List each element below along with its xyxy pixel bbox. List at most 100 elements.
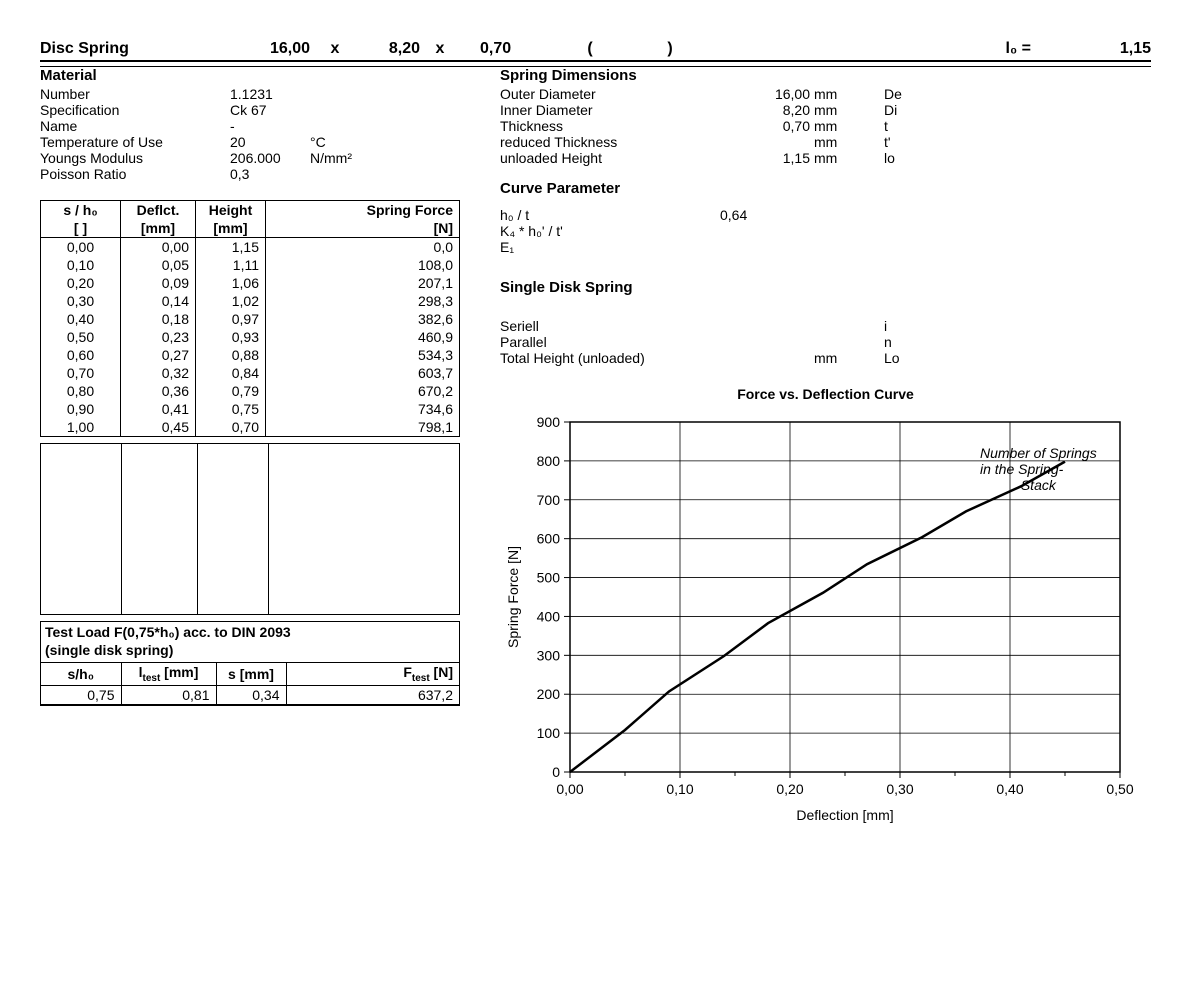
- table-cell: 0,97: [196, 310, 266, 328]
- note1: Number of Springs: [980, 445, 1097, 461]
- table-cell: 0,75: [196, 400, 266, 418]
- tu-sh0: [ ]: [41, 219, 121, 238]
- header-l0-value: 1,15: [1031, 40, 1151, 58]
- header-dim3: 0,70: [460, 40, 540, 58]
- table-cell: 0,30: [41, 292, 121, 310]
- svg-text:0,40: 0,40: [996, 781, 1023, 797]
- par-k: Parallel: [500, 334, 720, 350]
- material-name-v: -: [230, 118, 310, 134]
- material-ym-u: N/mm²: [310, 150, 370, 166]
- table-row: 0,900,410,75734,6: [41, 400, 460, 418]
- table-cell: 0,50: [41, 328, 121, 346]
- svg-text:Spring Force [N]: Spring Force [N]: [505, 546, 521, 648]
- od-s: De: [854, 86, 964, 102]
- material-pr-k: Poisson Ratio: [40, 166, 230, 182]
- table-row: 0,000,001,150,0: [41, 238, 460, 257]
- header-paren-open: (: [540, 40, 640, 58]
- table-cell: 0,70: [41, 364, 121, 382]
- header-dim2: 8,20: [360, 40, 420, 58]
- material-ym-v: 206.000: [230, 150, 310, 166]
- note3: Stack: [980, 477, 1097, 493]
- table-cell: 603,7: [266, 364, 460, 382]
- tl-r2: 0,81: [121, 685, 216, 704]
- testload-subtitle: (single disk spring): [41, 642, 459, 662]
- svg-text:0,10: 0,10: [666, 781, 693, 797]
- table-cell: 108,0: [266, 256, 460, 274]
- material-pr-v: 0,3: [230, 166, 310, 182]
- th-deflct: Deflct.: [121, 201, 196, 220]
- table-row: 0,700,320,84603,7: [41, 364, 460, 382]
- springdims-heading: Spring Dimensions: [500, 67, 1151, 84]
- tl-r4: 637,2: [286, 685, 459, 704]
- tl-h2: ltest [mm]: [121, 663, 216, 686]
- left-column: Material Number1.1231 SpecificationCk 67…: [40, 75, 460, 835]
- table-cell: 0,90: [41, 400, 121, 418]
- material-temp-u: °C: [310, 134, 370, 150]
- th-height: Height: [196, 201, 266, 220]
- testload-title: Test Load F(0,75*h₀) acc. to DIN 2093: [41, 622, 459, 642]
- table-cell: 734,6: [266, 400, 460, 418]
- stack-note: Number of Springs in the Spring- Stack: [980, 445, 1097, 493]
- table-row: 0,200,091,06207,1: [41, 274, 460, 292]
- header-dim1: 16,00: [240, 40, 310, 58]
- par-s: n: [854, 334, 964, 350]
- table-cell: 0,27: [121, 346, 196, 364]
- svg-text:800: 800: [537, 453, 561, 469]
- od-v: 16,00: [720, 86, 814, 102]
- table-row: 0,100,051,11108,0: [41, 256, 460, 274]
- id-v: 8,20: [720, 102, 814, 118]
- table-cell: 207,1: [266, 274, 460, 292]
- ser-s: i: [854, 318, 964, 334]
- rt-u: mm: [814, 134, 854, 150]
- tu-deflct: [mm]: [121, 219, 196, 238]
- right-column: Spring Dimensions Outer Diameter16,00mmD…: [500, 75, 1151, 835]
- th-force: Spring Force: [266, 201, 460, 220]
- od-u: mm: [814, 86, 854, 102]
- table-cell: 1,15: [196, 238, 266, 257]
- force-table: s / h₀ Deflct. Height Spring Force [ ] […: [40, 200, 460, 437]
- table-cell: 0,20: [41, 274, 121, 292]
- uh-s: lo: [854, 150, 964, 166]
- tl-h3: s [mm]: [216, 663, 286, 686]
- table-cell: 0,09: [121, 274, 196, 292]
- note2: in the Spring-: [980, 461, 1097, 477]
- singledisk-heading: Single Disk Spring: [500, 279, 1151, 296]
- table-cell: 534,3: [266, 346, 460, 364]
- table-cell: 0,93: [196, 328, 266, 346]
- table-cell: 0,41: [121, 400, 196, 418]
- table-row: 0,300,141,02298,3: [41, 292, 460, 310]
- table-cell: 0,00: [121, 238, 196, 257]
- table-cell: 298,3: [266, 292, 460, 310]
- table-cell: 1,00: [41, 418, 121, 437]
- cp1-k: h₀ / t: [500, 207, 720, 223]
- rt-s: t': [854, 134, 964, 150]
- table-cell: 0,23: [121, 328, 196, 346]
- material-number-v: 1.1231: [230, 86, 310, 102]
- th-u: mm: [814, 350, 854, 366]
- rt-v: [720, 134, 814, 150]
- table-cell: 0,14: [121, 292, 196, 310]
- table-cell: 0,40: [41, 310, 121, 328]
- table-cell: 0,60: [41, 346, 121, 364]
- material-heading: Material: [40, 67, 460, 84]
- table-cell: 0,00: [41, 238, 121, 257]
- material-name-k: Name: [40, 118, 230, 134]
- table-cell: 0,45: [121, 418, 196, 437]
- table-row: 0,800,360,79670,2: [41, 382, 460, 400]
- chart-title: Force vs. Deflection Curve: [500, 386, 1151, 402]
- uh-k: unloaded Height: [500, 150, 720, 166]
- svg-text:600: 600: [537, 531, 561, 547]
- material-number-k: Number: [40, 86, 230, 102]
- table-cell: 0,32: [121, 364, 196, 382]
- cp1-v: 0,64: [720, 207, 814, 223]
- header-l0-label: l₀ =: [971, 40, 1031, 58]
- header-x1: x: [310, 40, 360, 58]
- material-temp-v: 20: [230, 134, 310, 150]
- table-cell: 0,18: [121, 310, 196, 328]
- material-spec-v: Ck 67: [230, 102, 310, 118]
- table-row: 0,400,180,97382,6: [41, 310, 460, 328]
- th-k: Total Height (unloaded): [500, 350, 720, 366]
- header-title: Disc Spring: [40, 40, 240, 58]
- table-cell: 0,88: [196, 346, 266, 364]
- tl-r1: 0,75: [41, 685, 121, 704]
